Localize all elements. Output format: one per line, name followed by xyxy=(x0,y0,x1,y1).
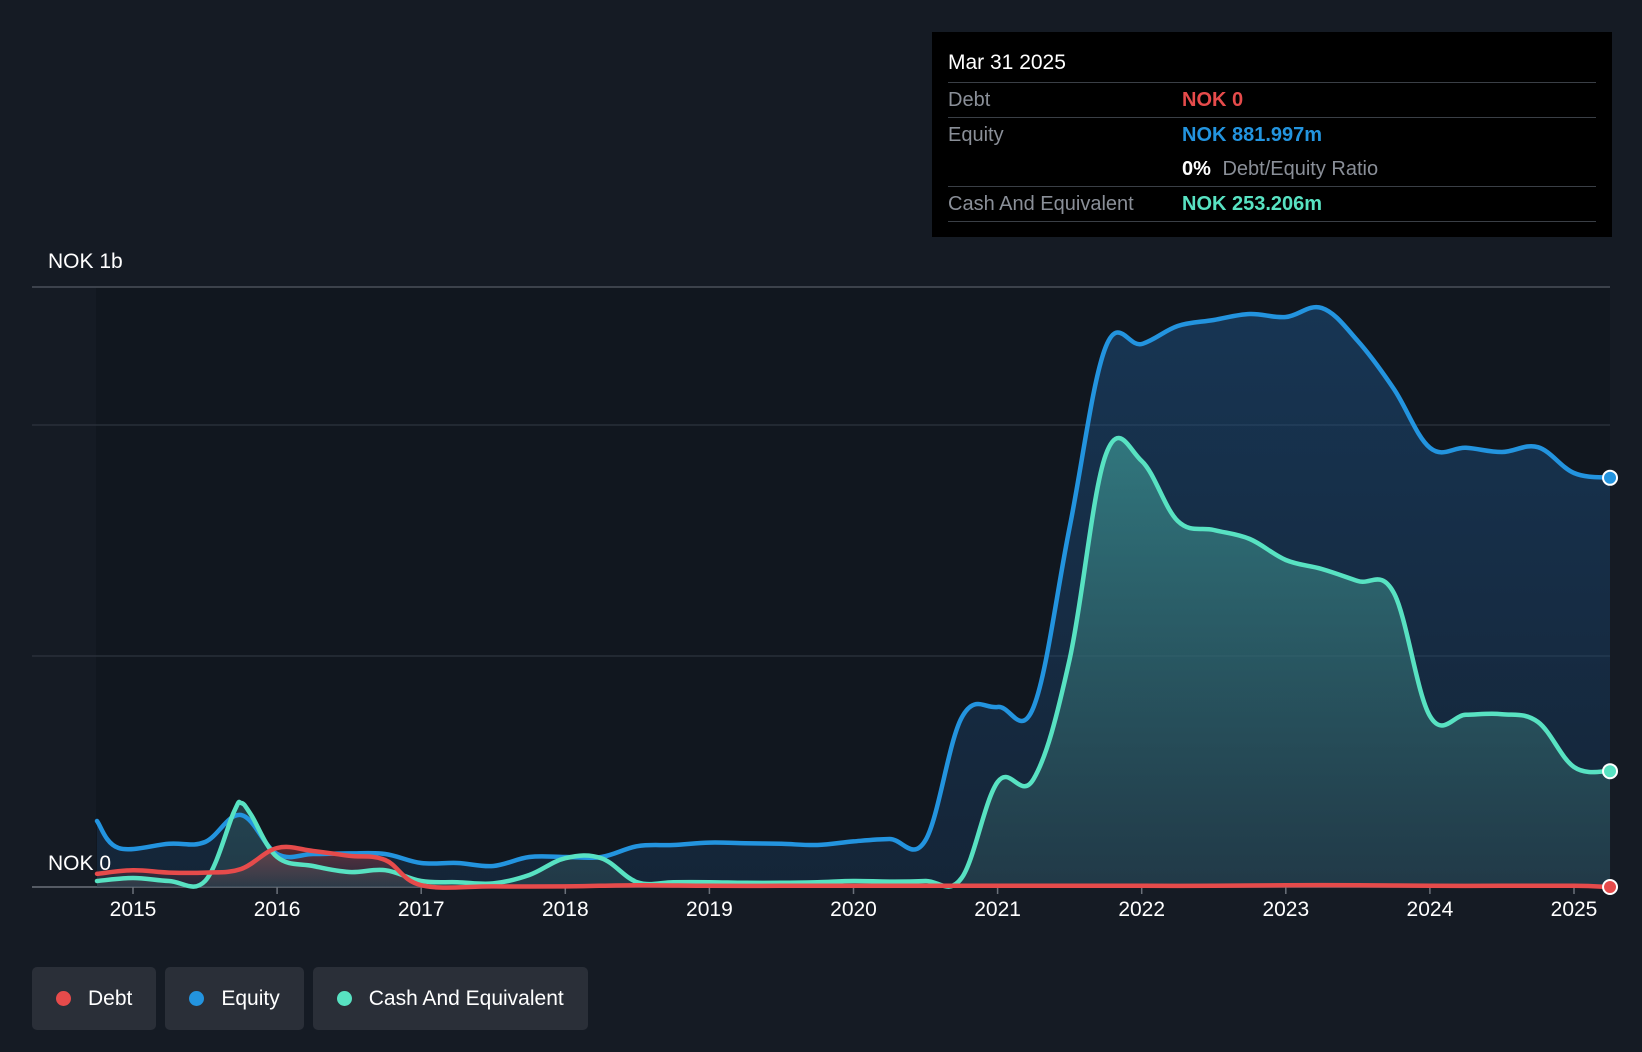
tooltip-ratio-label: Debt/Equity Ratio xyxy=(1222,158,1379,180)
y-axis-bottom-label: NOK 0 xyxy=(48,852,112,875)
x-tick-label: 2020 xyxy=(830,898,877,921)
tooltip-ratio-value: 0% xyxy=(1182,158,1211,180)
tooltip-equity-label: Equity xyxy=(948,124,1004,146)
end-markers xyxy=(1602,469,1619,895)
tooltip-panel: Mar 31 2025 Debt NOK 0 Equity NOK 881.99… xyxy=(932,32,1612,237)
x-tick-label: 2022 xyxy=(1118,898,1166,921)
series-area-debt xyxy=(96,846,1611,888)
tooltip-debt-label: Debt xyxy=(948,89,991,111)
x-tick-label: 2023 xyxy=(1262,898,1310,921)
legend-dot-equity xyxy=(189,991,205,1006)
tooltip-cash-value: NOK 253.206m xyxy=(1182,193,1323,215)
tooltip-debt-row: Debt NOK 0 xyxy=(948,83,1596,118)
x-tick-label: 2018 xyxy=(541,898,589,921)
series-area-cash xyxy=(96,438,1611,887)
legend-item-equity[interactable]: Equity xyxy=(165,967,304,1030)
tooltip-date: Mar 31 2025 xyxy=(948,48,1596,83)
legend-dot-debt xyxy=(56,991,71,1006)
tooltip-equity-row: Equity NOK 881.997m xyxy=(948,118,1596,152)
x-tick-label: 2025 xyxy=(1550,898,1598,921)
legend-item-cash[interactable]: Cash And Equivalent xyxy=(312,967,588,1030)
x-tick-label: 2019 xyxy=(686,898,733,921)
end-marker-debt xyxy=(1602,879,1619,895)
legend-dot-cash xyxy=(336,991,352,1006)
x-tick-label: 2021 xyxy=(974,898,1021,921)
series-line-equity xyxy=(94,304,1613,869)
series-line-cash xyxy=(94,436,1613,889)
legend-label-cash: Cash And Equivalent xyxy=(368,986,564,1010)
tooltip-ratio-spacer xyxy=(948,152,1182,186)
legend-label-equity: Equity xyxy=(221,986,280,1010)
tooltip-debt-value: NOK 0 xyxy=(1182,89,1244,111)
end-marker-equity xyxy=(1602,469,1619,486)
legend-item-debt[interactable]: Debt xyxy=(32,967,157,1030)
tooltip-ratio-row: 0% Debt/Equity Ratio xyxy=(948,152,1596,187)
legend-label-debt: Debt xyxy=(88,986,133,1010)
series-lines xyxy=(94,304,1613,890)
end-marker-cash xyxy=(1602,763,1619,780)
legend: Debt Equity Cash And Equivalent xyxy=(32,967,588,1030)
x-tick-label: 2024 xyxy=(1406,898,1454,921)
series-line-debt xyxy=(94,844,1613,890)
tooltip-cash-row: Cash And Equivalent NOK 253.206m xyxy=(948,187,1596,222)
tooltip-cash-label: Cash And Equivalent xyxy=(948,193,1134,215)
x-tick-label: 2017 xyxy=(397,898,445,921)
y-axis-top-label: NOK 1b xyxy=(48,250,123,273)
tooltip-equity-value: NOK 881.997m xyxy=(1182,124,1323,146)
x-tick-label: 2016 xyxy=(253,898,301,921)
series-areas xyxy=(96,307,1611,888)
x-tick-label: 2015 xyxy=(109,898,157,921)
